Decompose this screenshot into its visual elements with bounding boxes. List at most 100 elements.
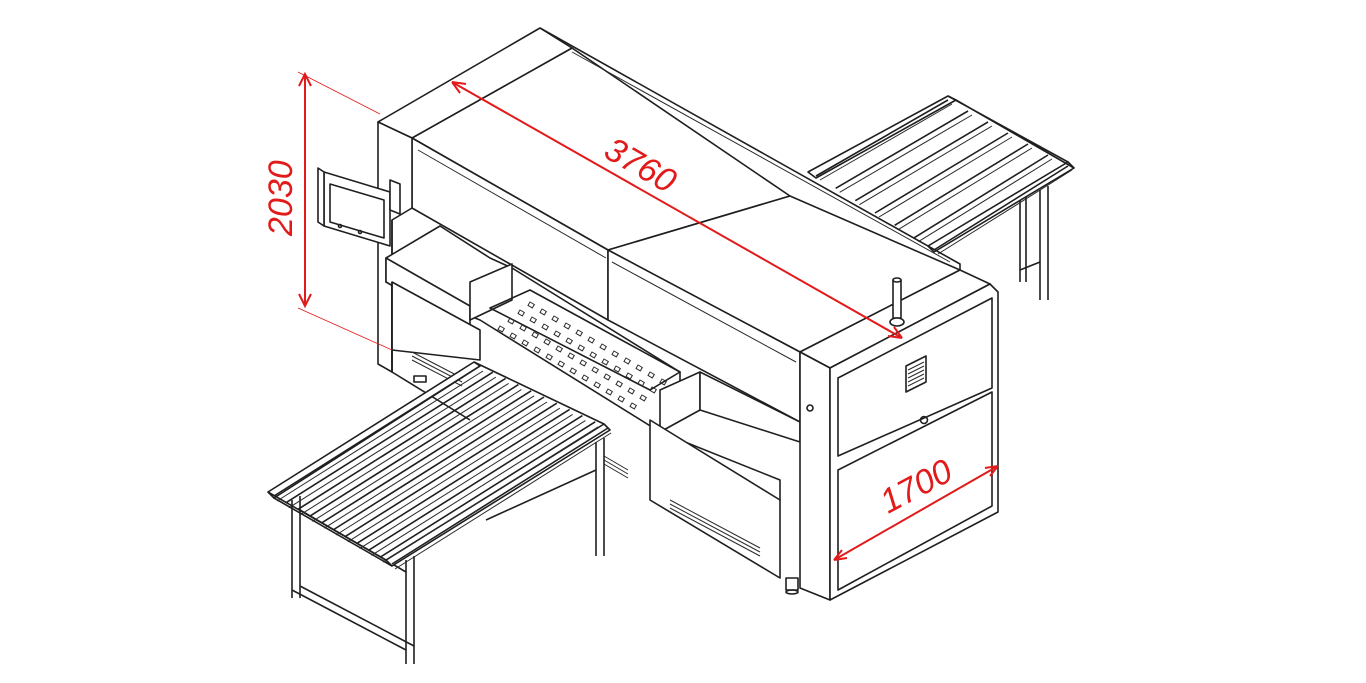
front-roller-conveyor	[267, 361, 612, 664]
vacuum-hole	[553, 330, 562, 338]
roller-shadow	[312, 389, 522, 522]
roller-shadow	[335, 401, 548, 536]
roller-shadow	[382, 426, 599, 563]
door-lock-icon	[919, 415, 929, 425]
vacuum-hole	[497, 325, 506, 333]
dimension-height: 2030	[262, 71, 393, 351]
vacuum-hole	[533, 346, 542, 354]
emergency-stop-icon	[806, 404, 814, 412]
vacuum-hole	[587, 336, 596, 344]
vacuum-hole	[623, 357, 632, 365]
vacuum-hole	[531, 331, 540, 339]
roller-shadow	[878, 136, 1013, 218]
vacuum-hole	[521, 339, 530, 347]
vacuum-hole	[659, 378, 668, 386]
vacuum-hole	[611, 350, 620, 358]
roller-shadow	[937, 169, 1073, 255]
vacuum-hole	[519, 324, 528, 332]
roller-shadow	[839, 114, 973, 193]
vacuum-hole	[557, 360, 566, 368]
front-rollers	[273, 365, 612, 570]
height-dimension-label: 2030	[262, 160, 300, 237]
vacuum-hole	[581, 374, 590, 382]
roller	[913, 154, 1049, 239]
vent-slot	[603, 455, 629, 471]
roller	[297, 377, 507, 511]
vacuum-hole	[601, 358, 610, 366]
vacuum-hole	[541, 323, 550, 331]
roller-shadow	[371, 420, 586, 556]
roller	[391, 427, 609, 565]
vacuum-hole	[593, 381, 602, 389]
roller	[332, 396, 545, 531]
vacuum-hole	[567, 352, 576, 360]
machine-body	[377, 27, 999, 601]
roller	[367, 414, 583, 552]
vent-slot	[411, 351, 463, 379]
roller-shadow	[394, 432, 612, 570]
vacuum-hole	[577, 344, 586, 352]
roller	[320, 390, 532, 524]
roller-shadow	[276, 370, 484, 502]
vacuum-hole	[629, 402, 638, 410]
vent-slot	[603, 463, 629, 479]
vacuum-hole	[637, 379, 646, 387]
roller	[854, 121, 989, 202]
vacuum-hole	[527, 301, 536, 309]
vent-slot	[669, 503, 761, 553]
roller	[308, 383, 519, 518]
roller-shadow	[359, 413, 573, 550]
vacuum-hole	[613, 365, 622, 373]
roller-shadow	[323, 395, 535, 529]
vacuum-hole	[569, 367, 578, 375]
roller-shadow	[898, 147, 1033, 230]
vacuum-hole	[551, 315, 560, 323]
vacuum-hole	[627, 387, 636, 395]
vacuum-hole	[529, 316, 538, 324]
roller-shadow	[288, 376, 497, 509]
roller	[933, 165, 1069, 251]
vacuum-hole	[635, 364, 644, 372]
roller	[815, 99, 949, 177]
vent-slot	[603, 459, 629, 475]
vacuum-hole	[625, 372, 634, 380]
signal-tower-icon	[889, 277, 905, 327]
vacuum-hole	[603, 373, 612, 381]
roller	[356, 408, 571, 545]
vacuum-table-holes	[497, 301, 668, 410]
vacuum-hole	[575, 329, 584, 337]
vacuum-hole	[615, 380, 624, 388]
vacuum-hole	[565, 337, 574, 345]
vacuum-hole	[507, 317, 516, 325]
vacuum-hole	[591, 366, 600, 374]
roller	[894, 143, 1029, 227]
vacuum-hole	[539, 308, 548, 316]
vacuum-hole	[649, 386, 658, 394]
touchscreen-panel-icon	[317, 167, 401, 247]
roller	[273, 365, 481, 497]
vacuum-hole	[509, 332, 518, 340]
roller-shadow	[819, 103, 953, 181]
roller	[874, 132, 1009, 214]
roller-shadow	[300, 382, 509, 516]
vacuum-hole	[517, 309, 526, 317]
vacuum-hole	[617, 395, 626, 403]
rear-rollers	[815, 99, 1073, 255]
vent-grille	[905, 355, 927, 393]
roller-shadow	[347, 407, 561, 543]
vacuum-hole	[579, 359, 588, 367]
rear-roller-conveyor	[807, 95, 1075, 300]
vacuum-hole	[647, 371, 656, 379]
roller	[285, 371, 494, 504]
vacuum-hole	[555, 345, 564, 353]
vacuum-hole	[605, 388, 614, 396]
roller	[835, 110, 969, 190]
roller-shadow	[859, 125, 993, 206]
vacuum-hole	[639, 394, 648, 402]
roller-shadow	[918, 158, 1053, 243]
vacuum-hole	[599, 343, 608, 351]
vacuum-hole	[563, 322, 572, 330]
vacuum-hole	[589, 351, 598, 359]
vent-slot	[669, 507, 761, 557]
